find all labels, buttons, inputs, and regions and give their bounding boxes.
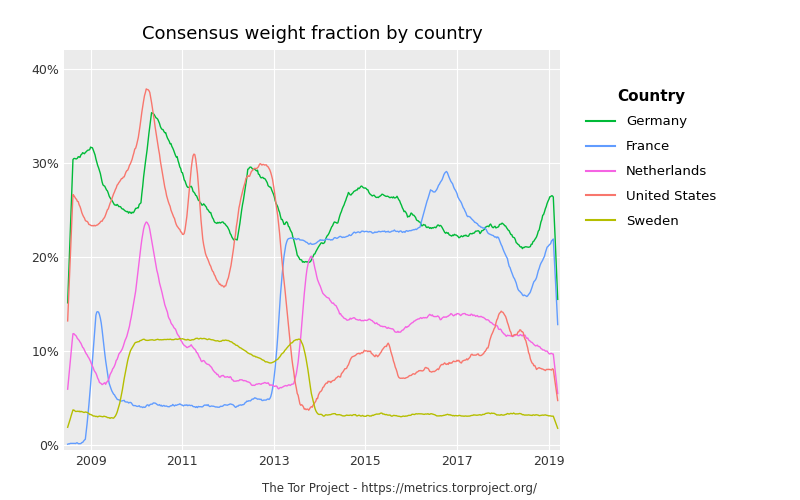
United States (234, 205, 244, 211)
United States (63, 318, 73, 324)
Netherlands (63, 386, 73, 392)
France (442, 168, 451, 174)
United States (304, 407, 314, 413)
Germany (146, 110, 156, 116)
Legend: Germany, France, Netherlands, United States, Sweden: Germany, France, Netherlands, United Sta… (586, 88, 716, 228)
France (98, 327, 107, 333)
United States (326, 380, 335, 386)
Germany (492, 224, 502, 230)
Germany (234, 227, 244, 233)
Germany (98, 179, 107, 185)
United States (493, 316, 502, 322)
France (544, 242, 554, 248)
Line: Sweden: Sweden (68, 338, 558, 428)
France (63, 441, 73, 447)
Netherlands (483, 317, 493, 323)
United States (545, 366, 554, 372)
Germany (483, 223, 493, 229)
Netherlands (142, 219, 151, 225)
France (324, 236, 334, 242)
Line: Netherlands: Netherlands (68, 222, 558, 394)
Sweden (492, 412, 502, 418)
Sweden (63, 424, 73, 430)
Germany (63, 300, 73, 306)
Netherlands (544, 350, 554, 356)
United States (484, 342, 494, 348)
Netherlands (553, 390, 562, 396)
Netherlands (325, 297, 334, 303)
United States (553, 398, 562, 404)
Netherlands (492, 322, 502, 328)
Germany (325, 228, 334, 234)
France (483, 230, 493, 236)
Germany (553, 296, 562, 302)
Sweden (553, 426, 562, 432)
United States (142, 86, 151, 92)
Germany (544, 196, 554, 202)
Sweden (193, 336, 202, 342)
France (492, 235, 502, 241)
Line: United States: United States (68, 89, 558, 410)
Text: The Tor Project - https://metrics.torproject.org/: The Tor Project - https://metrics.torpro… (262, 482, 538, 495)
Sweden (98, 414, 107, 420)
Sweden (544, 413, 554, 419)
Sweden (483, 410, 493, 416)
France (553, 322, 562, 328)
France (234, 403, 243, 409)
Sweden (325, 412, 334, 418)
Sweden (234, 344, 244, 350)
Line: Germany: Germany (68, 112, 558, 303)
Line: France: France (68, 172, 558, 444)
United States (98, 218, 107, 224)
Netherlands (234, 378, 244, 384)
Netherlands (98, 382, 107, 388)
Text: Consensus weight fraction by country: Consensus weight fraction by country (142, 25, 482, 43)
